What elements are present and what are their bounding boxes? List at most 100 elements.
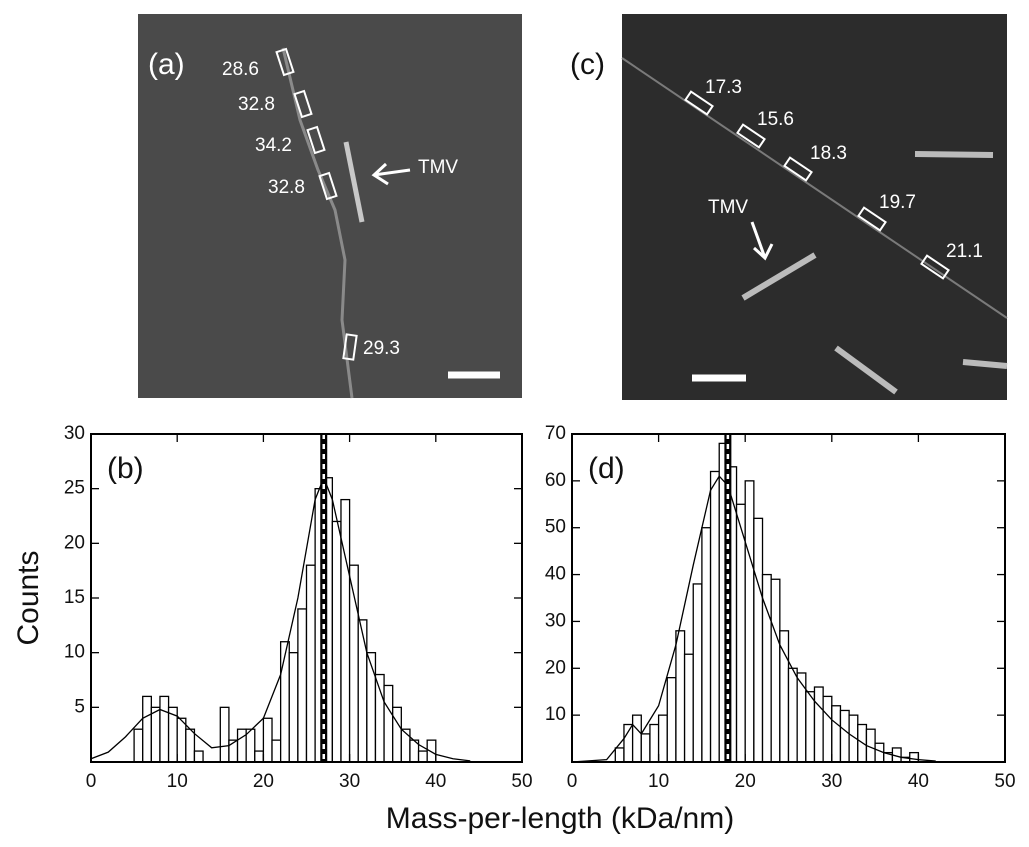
annotation: 29.3 bbox=[363, 338, 400, 359]
micrograph-c: (c) 17.3 15.6 18.3 19.7 21.1 TMV bbox=[570, 14, 1008, 400]
bar bbox=[805, 691, 816, 763]
bar bbox=[383, 684, 394, 763]
filament bbox=[281, 47, 354, 399]
x-axis-label: Mass-per-length (kDa/nm) bbox=[386, 802, 734, 835]
bar bbox=[614, 747, 625, 763]
x-tick-label: 40 bbox=[425, 771, 446, 792]
y-tick-label: 30 bbox=[64, 423, 85, 444]
bar bbox=[400, 728, 411, 763]
bar bbox=[657, 714, 668, 763]
bar bbox=[649, 723, 660, 763]
bar bbox=[683, 653, 694, 763]
bar bbox=[357, 619, 368, 763]
bar bbox=[640, 733, 651, 763]
x-tick-label: 0 bbox=[567, 771, 578, 792]
annotation: 21.1 bbox=[946, 241, 983, 262]
bar bbox=[675, 630, 686, 763]
bar bbox=[159, 695, 170, 763]
bar bbox=[709, 470, 720, 763]
bar bbox=[331, 520, 342, 763]
y-tick-label: 20 bbox=[64, 532, 85, 553]
bar bbox=[839, 709, 850, 763]
image-background bbox=[138, 14, 522, 398]
box bbox=[275, 47, 295, 77]
fit-curve bbox=[90, 475, 471, 762]
bar bbox=[133, 728, 144, 763]
box bbox=[736, 123, 766, 149]
bar bbox=[909, 751, 920, 763]
bar bbox=[701, 527, 712, 763]
y-tick-label: 20 bbox=[545, 657, 566, 678]
y-tick-label: 40 bbox=[545, 564, 566, 585]
fit-curve bbox=[571, 475, 936, 763]
box bbox=[857, 206, 887, 232]
panel-label: (b) bbox=[107, 452, 144, 485]
arrow-label: TMV bbox=[708, 197, 748, 218]
y-tick-label: 60 bbox=[545, 470, 566, 491]
bar bbox=[392, 706, 402, 763]
annotation: 28.6 bbox=[222, 59, 259, 80]
bar bbox=[417, 750, 428, 763]
bar bbox=[822, 695, 833, 763]
x-tick-label: 10 bbox=[167, 771, 188, 792]
x-tick-label: 20 bbox=[735, 771, 756, 792]
box bbox=[920, 254, 950, 280]
bar bbox=[623, 723, 634, 763]
bar bbox=[288, 652, 299, 763]
bar bbox=[236, 728, 247, 763]
annotation: 17.3 bbox=[705, 77, 742, 98]
bar bbox=[366, 652, 377, 763]
bar bbox=[297, 608, 308, 763]
annotation: 32.8 bbox=[268, 177, 305, 198]
image-background bbox=[622, 14, 1007, 400]
bar bbox=[735, 503, 746, 763]
box bbox=[783, 156, 813, 182]
bar bbox=[142, 695, 152, 763]
bar bbox=[796, 672, 807, 763]
plot-frame bbox=[90, 433, 523, 763]
micrograph-a: (a) 28.6 32.8 34.2 32.8 29.3 TMV bbox=[138, 14, 522, 399]
y-tick-label: 30 bbox=[545, 610, 566, 631]
panel-label: (d) bbox=[588, 452, 625, 485]
annotation: 19.7 bbox=[879, 192, 916, 213]
bar bbox=[271, 739, 282, 763]
plot-frame bbox=[571, 433, 1006, 763]
y-axis-label: Counts bbox=[12, 550, 45, 645]
bar bbox=[305, 564, 316, 763]
y-tick-label: 15 bbox=[64, 587, 85, 608]
panel-label: (a) bbox=[148, 48, 185, 81]
bar bbox=[631, 714, 642, 763]
bar bbox=[279, 641, 290, 763]
x-tick-label: 10 bbox=[648, 771, 669, 792]
y-tick-label: 10 bbox=[64, 642, 85, 663]
y-tick-label: 10 bbox=[545, 704, 566, 725]
bar bbox=[787, 667, 798, 763]
bar bbox=[692, 583, 703, 763]
tmv-rod bbox=[834, 345, 898, 395]
bar bbox=[262, 717, 273, 763]
bar bbox=[744, 480, 755, 763]
bar bbox=[185, 728, 196, 763]
panel-label: (c) bbox=[570, 48, 605, 81]
x-tick-label: 40 bbox=[908, 771, 929, 792]
x-tick-label: 50 bbox=[511, 771, 532, 792]
bar bbox=[779, 630, 790, 763]
x-tick-label: 0 bbox=[86, 771, 97, 792]
tmv-rod bbox=[741, 252, 817, 301]
x-tick-label: 20 bbox=[253, 771, 274, 792]
bar bbox=[150, 706, 161, 763]
tmv-rod bbox=[962, 359, 1008, 369]
annotation: 18.3 bbox=[810, 143, 847, 164]
tmv-rod bbox=[914, 151, 994, 158]
box bbox=[293, 89, 313, 119]
x-tick-label: 50 bbox=[994, 771, 1015, 792]
arrow bbox=[371, 162, 411, 186]
arrow-label: TMV bbox=[418, 157, 458, 178]
box bbox=[342, 333, 358, 361]
box bbox=[318, 171, 338, 201]
tmv-rod bbox=[343, 141, 365, 223]
annotation: 32.8 bbox=[238, 94, 275, 115]
annotation: 34.2 bbox=[255, 135, 292, 156]
y-tick-label: 70 bbox=[545, 423, 566, 444]
